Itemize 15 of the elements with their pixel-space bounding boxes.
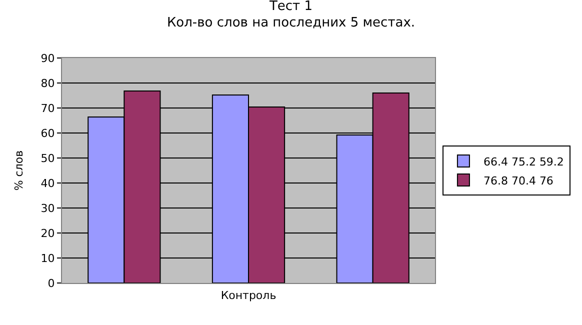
chart-title: Тест 1 Кол-во слов на последних 5 местах. xyxy=(166,0,416,31)
legend-label: 66.4 75.2 59.2 xyxy=(483,155,564,168)
y-tick-label: 20 xyxy=(40,226,55,240)
y-tick-label: 0 xyxy=(48,276,55,290)
y-tick-label: 70 xyxy=(40,102,55,115)
y-axis-title: % слов xyxy=(12,150,26,191)
y-tick-label: 10 xyxy=(40,252,55,265)
x-axis-title: Контроль xyxy=(220,289,276,302)
y-tick-label: 30 xyxy=(40,202,55,215)
y-tick-label: 60 xyxy=(40,126,55,140)
y-tick-label: 80 xyxy=(40,76,55,90)
y-tick-label: 50 xyxy=(40,152,55,165)
legend-label: 76.8 70.4 76 xyxy=(483,174,554,188)
y-tick-label: 40 xyxy=(40,176,55,190)
y-tick-label: 90 xyxy=(40,52,55,65)
